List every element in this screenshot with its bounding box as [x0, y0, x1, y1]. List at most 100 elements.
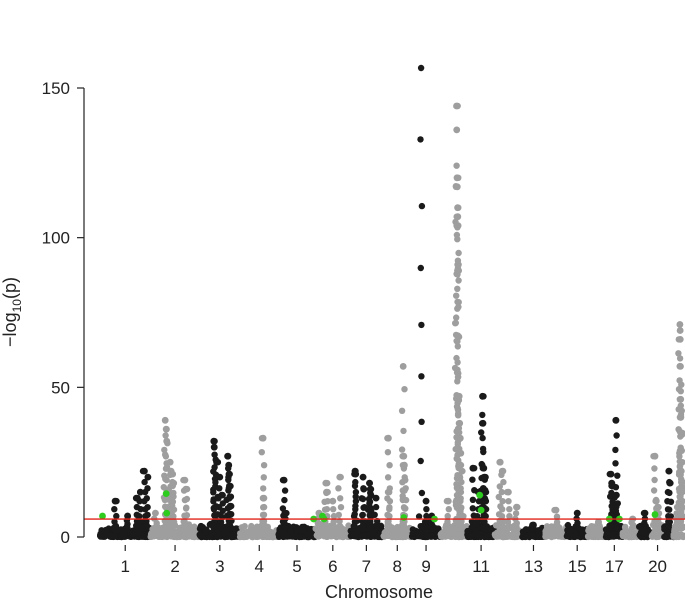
peak-snp-point [213, 458, 221, 466]
snp-point [268, 532, 275, 539]
snp-point [608, 502, 615, 510]
snp-point [500, 532, 507, 540]
peak-snp-point [654, 503, 661, 511]
snp-point [512, 510, 520, 517]
peak-snp-point [651, 452, 659, 460]
snp-point [336, 522, 344, 529]
snp-point [679, 429, 685, 437]
peak-snp-point [496, 458, 504, 466]
x-tick-label: 6 [328, 557, 337, 576]
x-tick-label: 2 [170, 557, 179, 576]
y-tick-label: 0 [61, 528, 70, 547]
snp-point [454, 343, 461, 350]
peak-snp-point [678, 485, 685, 493]
snp-point [386, 513, 393, 520]
snp-point [588, 523, 595, 530]
snp-point [675, 350, 682, 357]
snp-point [338, 532, 345, 539]
y-tick-label: 50 [51, 378, 70, 397]
peak-snp-point [422, 497, 430, 505]
snp-point [417, 136, 424, 143]
peak-snp-point [329, 497, 337, 505]
snp-point [351, 482, 359, 490]
snp-point [423, 512, 430, 520]
snp-point [210, 489, 217, 496]
snp-point [352, 493, 359, 500]
snp-point [444, 512, 451, 520]
x-tick-label: 4 [255, 557, 264, 576]
snp-point [678, 512, 685, 519]
snp-point [579, 532, 587, 539]
snp-point [650, 487, 658, 494]
snp-point [620, 530, 627, 537]
peak-snp-point [137, 488, 144, 496]
snp-point [324, 498, 331, 505]
chromosome-22-points [670, 321, 685, 541]
snp-point [478, 429, 485, 436]
snp-point [468, 518, 476, 525]
snp-point [394, 533, 401, 540]
snp-point [183, 504, 190, 511]
peak-snp-point [182, 485, 190, 493]
chromosome-19-points [636, 509, 654, 541]
peak-snp-point [141, 467, 148, 475]
snp-point [111, 518, 118, 525]
snp-point [613, 432, 620, 439]
y-tick-label: 150 [42, 79, 70, 98]
snp-point [219, 507, 226, 514]
snp-point [216, 485, 223, 492]
snp-point [143, 495, 150, 502]
peak-snp-point [280, 476, 288, 484]
snp-point [666, 506, 673, 513]
snp-point [314, 519, 321, 527]
snp-point [197, 532, 204, 539]
snp-point [217, 519, 225, 526]
snp-point [260, 462, 268, 469]
snp-point [136, 513, 143, 520]
snp-point [494, 529, 501, 536]
snp-point [237, 531, 244, 539]
snp-point [459, 532, 466, 539]
snp-point [423, 532, 430, 539]
snp-point [651, 476, 658, 484]
snp-point [118, 527, 125, 534]
snp-point [612, 460, 619, 467]
snp-point [460, 513, 467, 520]
snp-point [384, 449, 392, 456]
snp-point [564, 521, 572, 529]
snp-point [614, 500, 621, 507]
peak-snp-point [454, 222, 462, 230]
peak-snp-point [444, 497, 452, 505]
peak-snp-point [366, 485, 374, 493]
snp-point [482, 513, 489, 520]
snp-point [332, 533, 339, 540]
snp-point [248, 531, 255, 539]
peak-snp-point [161, 416, 169, 424]
snp-point [398, 407, 406, 414]
snp-point [454, 359, 461, 366]
peak-snp-point [457, 449, 465, 457]
snp-point [651, 465, 658, 472]
snp-point [283, 532, 290, 540]
chromosome-10-points [437, 102, 471, 541]
peak-snp-point [552, 506, 560, 514]
snp-point [546, 527, 553, 534]
snp-point [162, 475, 169, 483]
snp-point [453, 314, 460, 321]
snp-point [335, 511, 342, 519]
snp-point [676, 355, 684, 362]
snp-point [228, 533, 235, 540]
snp-point [470, 531, 477, 538]
snp-point [455, 303, 462, 311]
peak-snp-point [456, 434, 464, 442]
snp-point [170, 506, 178, 513]
peak-snp-point [181, 476, 189, 484]
snp-point [677, 495, 684, 503]
peak-snp-point [677, 467, 685, 475]
snp-point [156, 530, 163, 537]
x-tick-label: 15 [568, 557, 587, 576]
snp-point [454, 285, 461, 292]
peak-snp-point [454, 204, 461, 212]
snp-point [251, 526, 258, 533]
snp-point [553, 518, 561, 526]
